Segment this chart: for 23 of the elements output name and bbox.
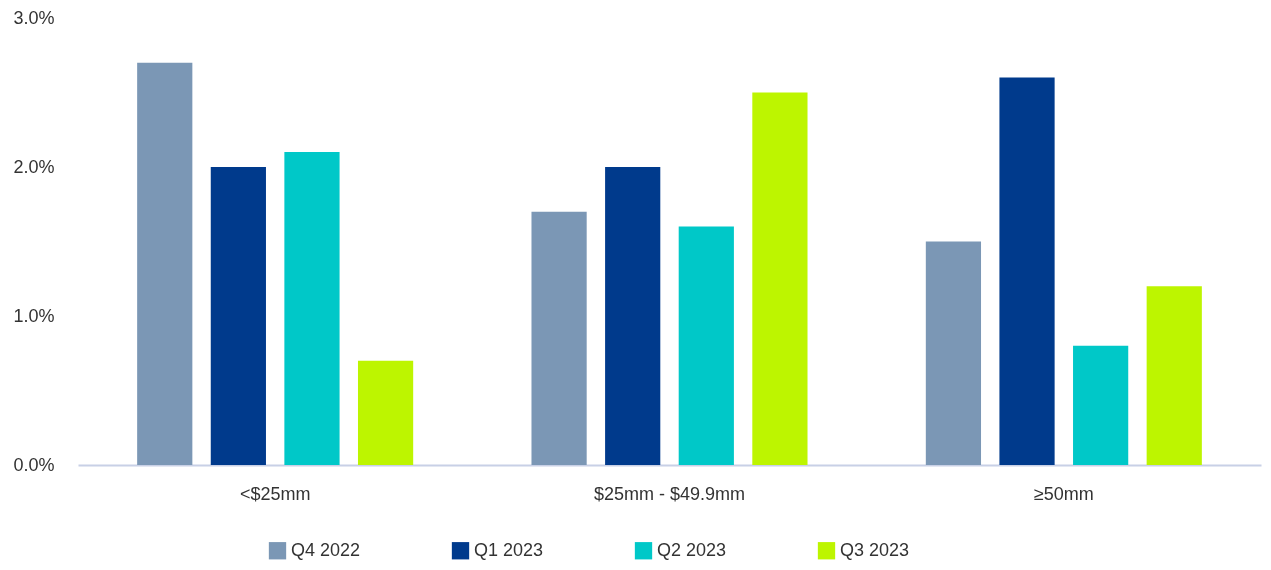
y-tick-label: 0.0% <box>13 454 55 475</box>
bar <box>925 241 982 465</box>
legend-label: Q1 2023 <box>474 539 544 560</box>
bar <box>210 167 266 465</box>
bar <box>357 360 414 465</box>
legend-label: Q4 2022 <box>291 539 361 560</box>
y-tick-label: 3.0% <box>13 7 55 28</box>
bar <box>284 152 340 465</box>
bar <box>137 62 193 465</box>
legend-label: Q3 2023 <box>840 539 910 560</box>
bar <box>752 92 808 465</box>
x-tick-label: ≥50mm <box>1033 483 1094 504</box>
bar <box>999 77 1055 465</box>
bar <box>1146 286 1202 465</box>
x-tick-label: $25mm - $49.9mm <box>593 483 746 504</box>
bar <box>605 167 661 465</box>
legend-label: Q2 2023 <box>657 539 727 560</box>
x-tick-label: <$25mm <box>239 483 311 504</box>
bar <box>531 211 587 465</box>
bar <box>1073 345 1129 465</box>
y-tick-label: 1.0% <box>13 305 55 326</box>
y-tick-label: 2.0% <box>13 156 55 177</box>
bar <box>678 226 734 465</box>
